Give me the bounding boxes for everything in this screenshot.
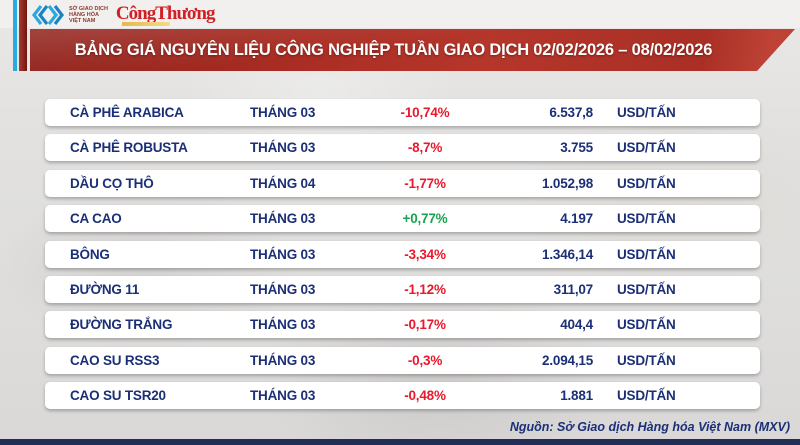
commodity-name: CÀ PHÊ ARABICA bbox=[70, 105, 184, 120]
contract-month: THÁNG 03 bbox=[250, 105, 316, 120]
contract-month: THÁNG 04 bbox=[250, 175, 316, 191]
source-note: Nguồn: Sở Giao dịch Hàng hóa Việt Nam (M… bbox=[509, 420, 790, 434]
price-unit: USD/TẤN bbox=[617, 105, 676, 120]
price-unit: USD/TẤN bbox=[617, 140, 676, 156]
change-percent: -3,34% bbox=[404, 246, 446, 262]
contract-month: THÁNG 03 bbox=[250, 352, 316, 368]
table-row: BÔNG THÁNG 03 -3,34% 1.346,14 USD/TẤN bbox=[45, 240, 760, 268]
change-percent: -0,17% bbox=[404, 317, 446, 333]
price-value: 1.346,14 bbox=[542, 246, 593, 262]
mxv-chevron-logo-icon bbox=[31, 5, 65, 25]
commodity-name: CA CAO bbox=[70, 211, 122, 227]
contract-month: THÁNG 03 bbox=[250, 246, 316, 262]
mxv-logo-text: SỞ GIAO DỊCH HÀNG HÓA VIỆT NAM bbox=[69, 6, 108, 24]
contract-month: THÁNG 03 bbox=[250, 281, 316, 297]
contract-month: THÁNG 03 bbox=[250, 317, 316, 333]
price-value: 311,07 bbox=[553, 281, 594, 297]
title-banner: BẢNG GIÁ NGUYÊN LIỆU CÔNG NGHIỆP TUẦN GI… bbox=[30, 29, 795, 71]
commodity-name: ĐƯỜNG TRẮNG bbox=[70, 317, 173, 333]
mxv-logo-line1: SỞ GIAO DỊCH bbox=[69, 6, 108, 12]
price-value: 6.537,8 bbox=[549, 105, 593, 120]
price-unit: USD/TẤN bbox=[617, 175, 676, 191]
commodity-name: CAO SU TSR20 bbox=[70, 388, 166, 404]
change-percent: -0,48% bbox=[404, 388, 446, 404]
contract-month: THÁNG 03 bbox=[250, 140, 316, 156]
change-percent: -10,74% bbox=[400, 105, 450, 120]
table-row: CÀ PHÊ ROBUSTA THÁNG 03 -8,7% 3.755 USD/… bbox=[45, 134, 760, 162]
table-row: CAO SU TSR20 THÁNG 03 -0,48% 1.881 USD/T… bbox=[45, 382, 760, 410]
commodity-name: BÔNG bbox=[70, 246, 110, 262]
left-accent-maroon-stripe bbox=[19, 0, 27, 71]
change-percent: -1,12% bbox=[404, 281, 446, 297]
price-unit: USD/TẤN bbox=[617, 352, 676, 368]
commodity-name: CÀ PHÊ ROBUSTA bbox=[70, 140, 188, 156]
change-percent: -0,3% bbox=[407, 352, 443, 368]
logo-area: SỞ GIAO DỊCH HÀNG HÓA VIỆT NAM CôngThươn… bbox=[31, 2, 216, 28]
price-unit: USD/TẤN bbox=[617, 281, 676, 297]
change-percent: +0,77% bbox=[402, 211, 448, 227]
price-unit: USD/TẤN bbox=[617, 317, 676, 333]
change-percent: -8,7% bbox=[407, 140, 443, 156]
table-row: CAO SU RSS3 THÁNG 03 -0,3% 2.094,15 USD/… bbox=[45, 346, 760, 374]
page-title: BẢNG GIÁ NGUYÊN LIỆU CÔNG NGHIỆP TUẦN GI… bbox=[74, 40, 713, 59]
price-unit: USD/TẤN bbox=[617, 211, 676, 227]
mxv-logo-line3: VIỆT NAM bbox=[69, 18, 96, 24]
table-row: CÀ PHÊ ARABICA THÁNG 03 -10,74% 6.537,8 … bbox=[45, 99, 760, 126]
left-accent-cyan-stripe bbox=[13, 0, 17, 71]
commodity-name: DẦU CỌ THÔ bbox=[70, 175, 154, 191]
mxv-logo-line2: HÀNG HÓA bbox=[69, 12, 99, 18]
cong-thuong-logo: CôngThương bbox=[115, 3, 216, 24]
cong-thuong-logo-underbar bbox=[122, 22, 170, 26]
price-value: 2.094,15 bbox=[542, 352, 593, 368]
price-value: 404,4 bbox=[560, 317, 593, 333]
change-percent: -1,77% bbox=[404, 175, 446, 191]
price-value: 3.755 bbox=[560, 140, 593, 156]
contract-month: THÁNG 03 bbox=[250, 388, 316, 404]
price-value: 1.052,98 bbox=[542, 175, 593, 191]
table-row: CA CAO THÁNG 03 +0,77% 4.197 USD/TẤN bbox=[45, 205, 760, 233]
table-row: ĐƯỜNG TRẮNG THÁNG 03 -0,17% 404,4 USD/TẤ… bbox=[45, 311, 760, 339]
table-row: ĐƯỜNG 11 THÁNG 03 -1,12% 311,07 USD/TẤN bbox=[45, 275, 760, 303]
bottom-navy-bar bbox=[0, 439, 800, 445]
price-unit: USD/TẤN bbox=[617, 246, 676, 262]
contract-month: THÁNG 03 bbox=[250, 211, 316, 227]
table-row: DẦU CỌ THÔ THÁNG 04 -1,77% 1.052,98 USD/… bbox=[45, 169, 760, 197]
commodity-name: CAO SU RSS3 bbox=[70, 352, 160, 368]
commodity-name: ĐƯỜNG 11 bbox=[70, 281, 140, 297]
price-unit: USD/TẤN bbox=[617, 388, 676, 404]
price-value: 4.197 bbox=[560, 211, 593, 227]
price-value: 1.881 bbox=[560, 388, 593, 404]
price-table: CÀ PHÊ ARABICA THÁNG 03 -10,74% 6.537,8 … bbox=[45, 99, 760, 418]
